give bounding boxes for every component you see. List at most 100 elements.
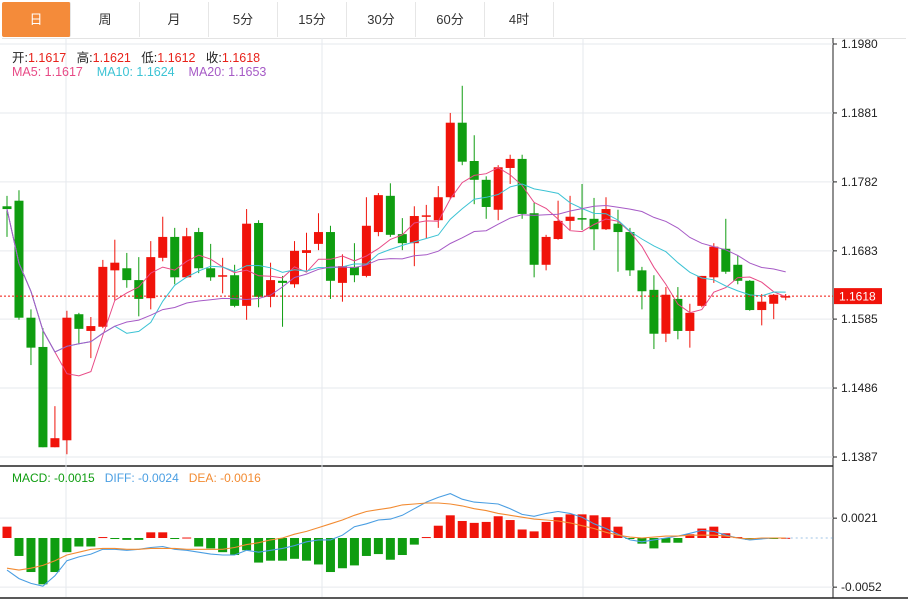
macd-bar: [565, 514, 575, 538]
candle-down: [14, 200, 24, 318]
price-tick-label: 1.1486: [841, 381, 878, 395]
candle-down: [325, 232, 335, 281]
tab-month[interactable]: 月: [140, 2, 209, 37]
tab-60min[interactable]: 60分: [416, 2, 485, 37]
open-value: 1.1617: [27, 51, 67, 65]
macd-bar: [266, 538, 276, 561]
candle-down: [625, 232, 635, 271]
tab-day[interactable]: 日: [2, 2, 71, 37]
tab-30min[interactable]: 30分: [347, 2, 416, 37]
macd-bar: [625, 538, 635, 539]
diff-value: DIFF: -0.0024: [104, 471, 179, 485]
candle-down: [517, 158, 527, 214]
macd-bar: [385, 538, 395, 560]
candle-up: [553, 220, 563, 240]
candle-up: [493, 167, 503, 210]
candle-up: [182, 236, 192, 278]
price-tick-label: 1.1387: [841, 450, 878, 464]
candle-up: [565, 216, 575, 221]
macd-bar: [445, 515, 455, 538]
candle-down: [721, 248, 731, 272]
tab-5min[interactable]: 5分: [209, 2, 278, 37]
candle-up: [313, 232, 323, 244]
candle-up: [373, 195, 383, 233]
macd-tick-label: 0.0021: [841, 511, 878, 525]
candle-down: [170, 236, 180, 278]
candle-down: [577, 218, 587, 220]
candle-up: [361, 225, 371, 276]
candle-up: [302, 250, 311, 253]
macd-readout: MACD: -0.0015 DIFF: -0.0024 DEA: -0.0016: [12, 471, 261, 485]
candle-down: [457, 122, 467, 162]
macd-bar: [38, 538, 48, 585]
tab-week[interactable]: 周: [71, 2, 140, 37]
ohlc-readout: 开:1.1617 高:1.1621 低:1.1612 收:1.1618: [12, 47, 260, 66]
macd-bar: [469, 522, 479, 538]
candle-down: [122, 268, 132, 281]
ma10-line: [6, 183, 786, 353]
macd-bar: [122, 538, 132, 540]
macd-bar: [158, 532, 168, 538]
candle-up: [541, 236, 551, 265]
macd-tick-label: -0.0052: [841, 580, 882, 594]
macd-bar: [218, 538, 228, 553]
candle-up: [242, 223, 252, 306]
candle-up: [757, 301, 767, 311]
candle-down: [349, 266, 359, 276]
candle-down: [38, 346, 48, 448]
macd-bar: [337, 538, 347, 569]
candle-down: [206, 268, 216, 278]
macd-bar: [14, 538, 24, 556]
tab-4hour[interactable]: 4时: [485, 2, 554, 37]
candle-up: [290, 250, 300, 285]
macd-bar: [493, 516, 503, 538]
macd-bar: [230, 538, 240, 556]
candle-up: [86, 326, 96, 331]
macd-value: MACD: -0.0015: [12, 471, 95, 485]
candle-down: [733, 264, 743, 281]
macd-bar: [182, 537, 192, 539]
candle-down: [637, 270, 647, 292]
macd-bar: [601, 517, 611, 538]
macd-bar: [313, 538, 323, 565]
macd-bar: [325, 538, 335, 573]
price-tick-label: 1.1585: [841, 312, 878, 326]
candle-down: [254, 222, 264, 297]
macd-bar: [397, 538, 407, 556]
high-value: 1.1621: [92, 51, 131, 65]
macd-bar: [709, 526, 719, 538]
macd-bar: [98, 537, 108, 539]
candle-down: [2, 206, 12, 210]
candle-up: [685, 312, 695, 331]
candle-up: [146, 257, 156, 299]
macd-bar: [409, 538, 419, 545]
macd-bar: [194, 538, 204, 547]
macd-bar: [613, 526, 623, 538]
macd-bar: [170, 538, 180, 539]
price-tick-label: 1.1683: [841, 244, 878, 258]
macd-bar: [697, 528, 707, 538]
ma20-value: MA20: 1.1653: [188, 65, 267, 79]
macd-bar: [421, 537, 431, 539]
macd-bar: [254, 538, 264, 563]
macd-bar: [278, 538, 288, 561]
candle-up: [337, 266, 347, 283]
period-tabs: 日 周 月 5分 15分 30分 60分 4时: [2, 2, 906, 39]
candle-up: [409, 216, 419, 244]
candle-up: [110, 262, 120, 271]
candle-down: [613, 223, 623, 233]
macd-bar: [2, 526, 12, 538]
price-tick-label: 1.1782: [841, 175, 878, 189]
dea-line: [6, 502, 786, 571]
candle-up: [769, 294, 779, 304]
macd-bar: [290, 538, 300, 559]
candle-up: [421, 215, 431, 217]
tab-15min[interactable]: 15分: [278, 2, 347, 37]
macd-bar: [481, 521, 491, 538]
candle-down: [745, 280, 755, 311]
macd-bar: [26, 538, 36, 573]
candle-down: [278, 280, 288, 283]
candle-down: [649, 289, 659, 334]
candle-down: [481, 179, 491, 207]
